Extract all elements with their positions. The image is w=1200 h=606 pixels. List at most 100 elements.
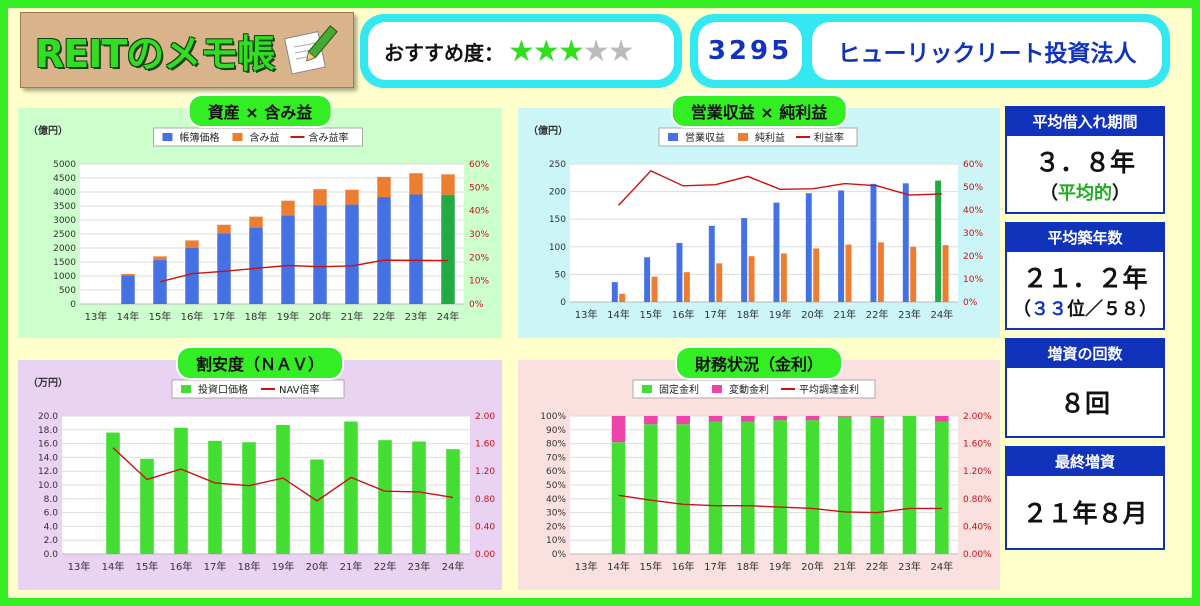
bar-営業収益	[902, 183, 909, 302]
y-tick-label: 2500	[53, 230, 76, 240]
y2-tick-label: 10%	[469, 277, 489, 287]
bar-営業収益	[805, 193, 812, 302]
stat-building-age: 平均築年数 ２１．２年 （３３位／５８）	[1005, 222, 1165, 330]
stat-capital-count: 増資の回数 ８回	[1005, 338, 1165, 438]
x-tick-label: 13年	[575, 560, 598, 573]
x-tick-label: 14年	[102, 560, 125, 573]
y-tick-label: 16.0	[38, 440, 58, 450]
bar-営業収益	[838, 190, 845, 302]
y2-tick-label: 0.00%	[963, 550, 992, 560]
bar-帳簿価格	[345, 204, 359, 304]
bar-固定金利	[838, 416, 852, 554]
x-tick-label: 23年	[898, 308, 921, 321]
bar-固定金利	[805, 420, 820, 554]
x-tick-label: 20年	[801, 560, 824, 573]
rating-box: おすすめ度： ★★★★★	[360, 14, 682, 88]
y-tick-label: 0%	[552, 550, 567, 560]
bar-投資口価格	[310, 459, 324, 554]
y-tick-label: 0.0	[44, 550, 59, 560]
legend-label: 固定金利	[659, 383, 699, 396]
logo-text: REITのメモ帳	[35, 31, 275, 76]
y-tick-label: 100	[549, 243, 566, 253]
fund-name: ヒューリックリート投資法人	[812, 22, 1162, 80]
y-tick-label: 10%	[546, 536, 566, 546]
legend-label: 含み益	[250, 131, 280, 144]
x-tick-label: 14年	[117, 310, 140, 323]
bar-固定金利	[741, 421, 755, 554]
x-tick-label: 22年	[866, 308, 889, 321]
x-tick-label: 13年	[85, 310, 108, 323]
bar-投資口価格	[208, 440, 222, 554]
x-tick-label: 22年	[374, 560, 397, 573]
bar-純利益	[780, 253, 787, 302]
logo: REITのメモ帳	[20, 12, 354, 88]
y-tick-label: 1500	[53, 258, 76, 268]
line-含み益率	[159, 259, 449, 283]
bar-stack-含み益	[345, 189, 359, 205]
bar-投資口価格	[378, 440, 392, 554]
star-empty-icon: ★	[607, 33, 635, 69]
y-tick-label: 20.0	[38, 412, 58, 422]
y2-tick-label: 2.00	[475, 412, 495, 422]
bar-stack-含み益	[121, 274, 135, 276]
line-利益率	[617, 170, 942, 206]
bar-固定金利	[902, 416, 917, 554]
legend-swatch	[738, 133, 748, 141]
rating-stars: ★★★★★	[508, 33, 635, 69]
x-tick-label: 21年	[340, 560, 363, 573]
legend-swatch	[232, 133, 243, 141]
y2-tick-label: 0%	[469, 300, 484, 310]
y-tick-label: 30%	[546, 509, 566, 519]
y2-tick-label: 40%	[469, 207, 489, 217]
bar-投資口価格	[140, 458, 154, 554]
legend-label: 変動金利	[729, 383, 769, 396]
bar-固定金利	[870, 417, 884, 554]
x-tick-label: 20年	[306, 560, 329, 573]
y2-tick-label: 0.80	[475, 495, 495, 505]
x-tick-label: 24年	[442, 560, 465, 573]
legend-swatch	[642, 385, 652, 393]
income-title: 営業収益 × 純利益	[670, 94, 848, 128]
bar-投資口価格	[106, 432, 120, 554]
y-tick-label: 4.0	[44, 522, 59, 532]
bar-stack-含み益	[313, 189, 327, 206]
y-tick-label: 90%	[546, 426, 566, 436]
nav-title: 割安度（ＮＡＶ）	[175, 346, 345, 380]
x-tick-label: 14年	[607, 308, 630, 321]
bar-投資口価格	[412, 441, 426, 554]
bar-stack-含み益	[185, 240, 199, 248]
y-tick-label: 18.0	[38, 426, 58, 436]
y-tick-label: 8.0	[44, 495, 59, 505]
legend-box	[153, 127, 363, 147]
finance-chart: 0% 10% 20% 30% 40% 50% 60% 70% 80% 90% 100% 0.00% 0.…	[540, 379, 992, 573]
star-filled-icon: ★	[508, 33, 535, 69]
bar-固定金利	[708, 421, 723, 554]
bar-stack-変動金利	[708, 416, 723, 422]
y2-tick-label: 0.40%	[963, 522, 992, 532]
y2-tick-label: 0.00	[475, 550, 495, 560]
x-tick-label: 23年	[408, 560, 431, 573]
y2-tick-label: 60%	[963, 160, 983, 170]
x-tick-label: 15年	[639, 560, 662, 573]
finance-panel: 財務状況（金利） 0% 10% 20% 30% 40% 50% 60% 70% 80% 90% 10…	[518, 346, 1000, 590]
y-tick-label: 20%	[546, 522, 566, 532]
bar-stack-変動金利	[870, 416, 884, 418]
bar-stack-変動金利	[644, 416, 658, 425]
x-tick-label: 17年	[204, 560, 227, 573]
x-tick-label: 18年	[736, 560, 759, 573]
bar-stack-含み益	[441, 174, 455, 195]
y2-tick-label: 10%	[963, 275, 983, 285]
x-tick-label: 15年	[149, 310, 172, 323]
x-tick-label: 21年	[341, 310, 364, 323]
assets-chart: （億円） 0 500 1000 1500 2000 2500 3000 3500 4000 4500…	[28, 124, 489, 323]
x-tick-label: 14年	[607, 560, 630, 573]
bar-固定金利	[611, 442, 626, 554]
legend-label: 帳簿価格	[180, 131, 220, 144]
bar-純利益	[813, 248, 820, 302]
y2-tick-label: 1.60%	[963, 440, 992, 450]
y-tick-label: 50%	[546, 481, 566, 491]
y2-tick-label: 1.20	[475, 467, 495, 477]
assets-panel: 資産 × 含み益 （億円） 0 500 1000 1500 2000 2500 3000 350…	[18, 94, 502, 338]
unit-label: （億円）	[528, 124, 568, 137]
y-tick-label: 100%	[540, 412, 566, 422]
